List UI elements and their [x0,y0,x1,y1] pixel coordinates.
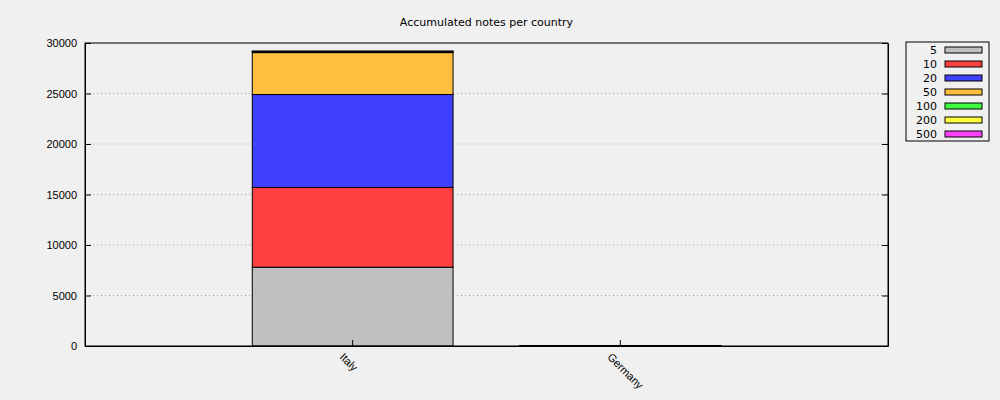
axis-line [888,44,889,347]
legend-swatch [945,103,982,109]
tick-mark [882,195,888,196]
tick: Germany [605,340,646,391]
bar [252,95,453,188]
legend-item: 200 [916,114,982,127]
bar [252,51,453,52]
legend-label: 5 [930,44,937,57]
grid-line [85,245,888,246]
grid-line [85,295,888,296]
chart: 0 5000 10000 15000 20000 25000 30000 Italy Germa… [0,0,1000,400]
tick-label: 25000 [46,88,77,100]
legend-swatch [945,75,982,81]
grid [85,43,888,346]
tick [882,94,888,95]
tick [882,195,888,196]
bars [252,51,720,346]
bar [252,187,453,267]
tick: Italy [338,340,361,374]
legend-item: 20 [923,72,982,85]
tick: 20000 [46,138,91,150]
grid-line [85,144,888,145]
tick-label: 5000 [53,290,77,302]
tick-label: Italy [338,351,361,374]
tick-label: 0 [71,340,77,352]
tick [882,43,888,44]
series [252,52,453,53]
tick-mark [882,245,888,246]
series [252,53,720,346]
series [252,267,720,346]
legend-swatch [945,47,982,53]
legend-swatch [945,117,982,123]
legend-frame [906,42,989,141]
tick-mark [882,144,888,145]
legend-label: 200 [916,114,937,127]
tick-mark [882,296,888,297]
tick: 30000 [46,37,91,49]
tick-label: 10000 [46,239,77,251]
grid-line [85,194,888,195]
tick [882,245,888,246]
axis-line [86,346,889,347]
tick: 15000 [46,189,91,201]
series [252,51,453,52]
tick-mark [620,340,621,346]
tick-mark [85,94,91,95]
series [252,187,720,345]
y-axis-right [882,44,889,347]
legend-swatch [945,131,982,137]
legend-item: 500 [916,128,982,141]
legend-item: 50 [923,86,982,99]
tick-mark [85,43,91,44]
tick-mark [352,340,353,346]
legend-item: 5 [930,44,982,57]
tick: 5000 [53,290,91,302]
legend-item: 10 [923,58,982,71]
tick: 25000 [46,88,91,100]
series [252,95,720,346]
tick: 10000 [46,239,91,251]
grid-line [85,93,888,94]
tick-mark [85,296,91,297]
tick-mark [882,43,888,44]
legend-swatch [945,89,982,95]
title: Accumulated notes per country [400,16,574,29]
bar [252,267,453,346]
legend-swatch [945,61,982,67]
tick [882,296,888,297]
legend-label: 500 [916,128,937,141]
tick-label: Germany [605,351,646,392]
background [0,0,1000,400]
plot-frame [85,43,888,346]
bar [252,51,453,52]
legend-label: 100 [916,100,937,113]
y-axis: 0 5000 10000 15000 20000 25000 30000 [46,37,91,352]
legend-label: 50 [923,86,937,99]
legend-label: 20 [923,72,937,85]
bar [252,53,453,95]
series [252,51,453,52]
legend-item: 100 [916,100,982,113]
plot: 0 5000 10000 15000 20000 25000 30000 Italy Germa… [46,37,888,391]
tick-mark [85,245,91,246]
tick-label: 15000 [46,189,77,201]
tick-mark [85,195,91,196]
x-axis: Italy Germany [86,340,889,391]
tick [882,144,888,145]
tick-label: 20000 [46,138,77,150]
legend: 5102050100200500 [906,42,989,141]
tick-label: 30000 [46,37,77,49]
tick-mark [882,94,888,95]
tick-mark [85,144,91,145]
bar [252,52,453,53]
legend-label: 10 [923,58,937,71]
